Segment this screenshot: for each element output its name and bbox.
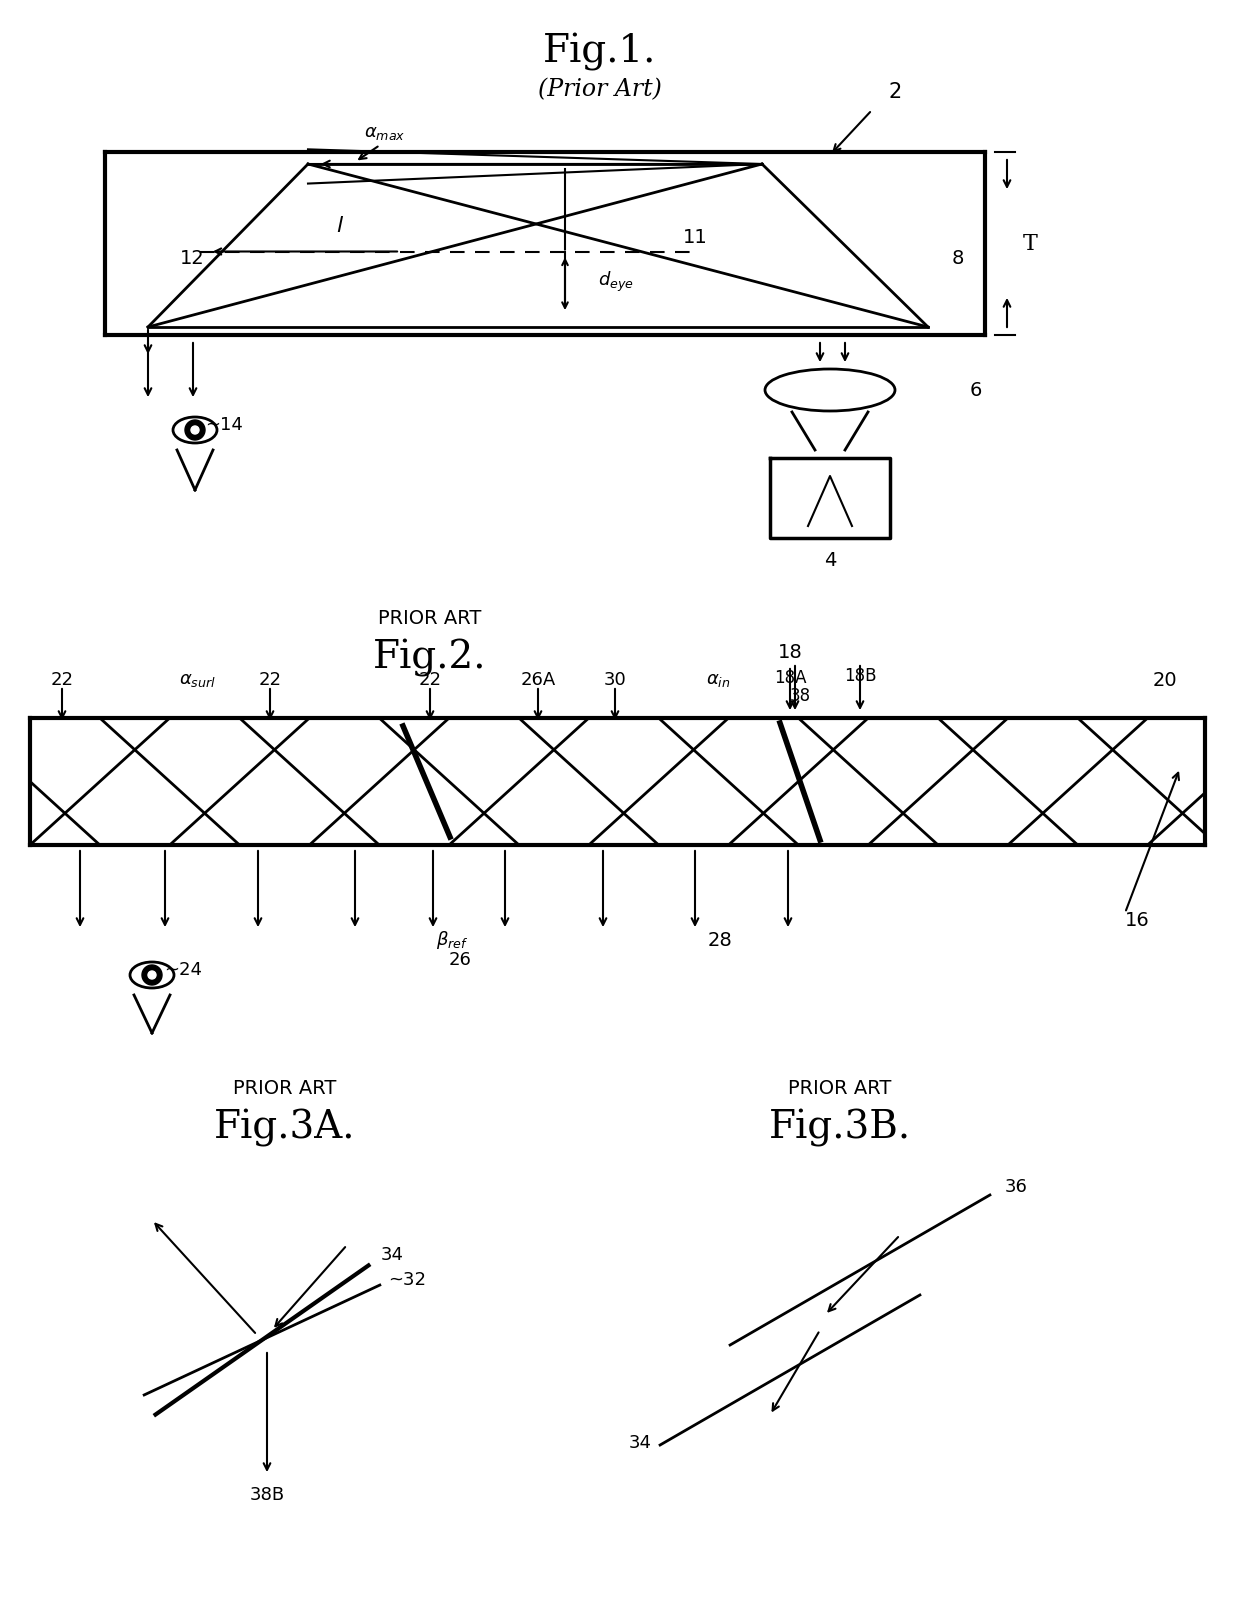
Text: 4: 4: [823, 551, 836, 570]
Text: PRIOR ART: PRIOR ART: [789, 1079, 892, 1098]
Text: Fig.3A.: Fig.3A.: [215, 1109, 356, 1148]
Text: 2: 2: [888, 82, 901, 103]
Text: Fig.3B.: Fig.3B.: [769, 1109, 911, 1148]
Text: PRIOR ART: PRIOR ART: [233, 1079, 337, 1098]
Text: 16: 16: [1125, 910, 1149, 929]
Text: $d_{eye}$: $d_{eye}$: [598, 270, 634, 294]
Text: 18B: 18B: [843, 668, 877, 685]
Text: 38B: 38B: [249, 1486, 284, 1504]
Text: $\alpha_{in}$: $\alpha_{in}$: [706, 671, 730, 689]
Circle shape: [143, 965, 162, 985]
Text: 18: 18: [777, 644, 802, 663]
Text: $\beta_{ref}$: $\beta_{ref}$: [435, 929, 469, 952]
Circle shape: [191, 425, 198, 433]
Text: $\alpha_{surl}$: $\alpha_{surl}$: [180, 671, 217, 689]
Text: 8: 8: [952, 249, 965, 268]
Text: $l$: $l$: [336, 215, 343, 236]
Text: 30: 30: [604, 671, 626, 689]
Text: 36: 36: [1004, 1178, 1028, 1196]
Text: 18A: 18A: [774, 669, 806, 687]
Text: 22: 22: [258, 671, 281, 689]
Text: ~24: ~24: [164, 961, 202, 979]
Text: 22: 22: [51, 671, 73, 689]
Text: ~14: ~14: [205, 416, 243, 433]
Text: 26: 26: [449, 952, 471, 969]
Text: Fig.1.: Fig.1.: [543, 34, 657, 71]
Text: $\alpha_{max}$: $\alpha_{max}$: [365, 124, 405, 141]
Text: 12: 12: [180, 249, 205, 268]
Text: (Prior Art): (Prior Art): [538, 79, 662, 101]
Text: 28: 28: [708, 931, 733, 950]
Text: 20: 20: [1153, 671, 1177, 690]
Circle shape: [148, 971, 156, 979]
Text: 26A: 26A: [521, 671, 556, 689]
Text: 34: 34: [381, 1247, 403, 1265]
Text: Fig.2.: Fig.2.: [373, 639, 487, 677]
Text: 34: 34: [629, 1433, 651, 1453]
Text: ~32: ~32: [388, 1271, 425, 1289]
Text: 6: 6: [970, 380, 982, 400]
Text: PRIOR ART: PRIOR ART: [378, 608, 481, 628]
Circle shape: [185, 421, 205, 440]
Text: 22: 22: [419, 671, 441, 689]
Text: 11: 11: [683, 228, 707, 247]
Text: T: T: [1023, 233, 1038, 255]
Text: 38: 38: [790, 687, 811, 705]
